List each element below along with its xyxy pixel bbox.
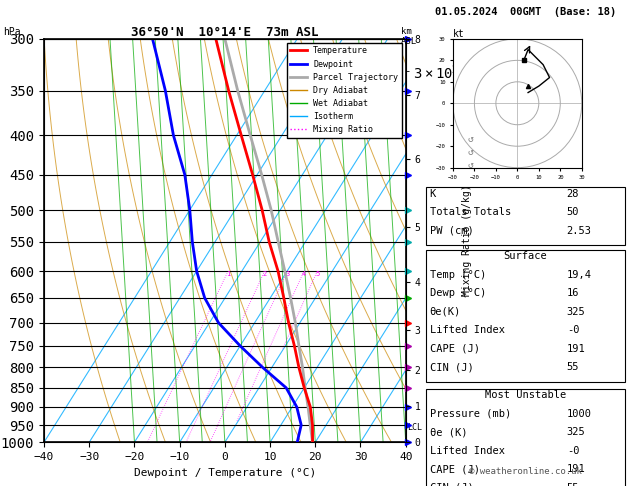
Text: ↺: ↺ [467,134,473,144]
Text: Surface: Surface [503,251,547,261]
Text: θe(K): θe(K) [430,307,461,317]
Text: km
ASL: km ASL [401,27,418,46]
Text: 2.53: 2.53 [567,226,592,236]
Text: 55: 55 [567,483,579,486]
Text: 325: 325 [567,427,586,437]
Text: K: K [430,189,436,199]
Text: CAPE (J): CAPE (J) [430,464,480,474]
Text: Lifted Index: Lifted Index [430,446,504,456]
Text: 1000: 1000 [567,409,592,419]
Text: 325: 325 [567,307,586,317]
Text: 2: 2 [262,271,267,277]
Text: Temp (°C): Temp (°C) [430,270,486,280]
Text: 19,4: 19,4 [567,270,592,280]
Text: Pressure (mb): Pressure (mb) [430,409,511,419]
Bar [426,250,625,382]
Text: PW (cm): PW (cm) [430,226,474,236]
Y-axis label: Mixing Ratio (g/kg): Mixing Ratio (g/kg) [462,185,472,296]
Text: LCL: LCL [407,423,422,433]
Text: θe (K): θe (K) [430,427,467,437]
Text: -0: -0 [567,446,579,456]
Legend: Temperature, Dewpoint, Parcel Trajectory, Dry Adiabat, Wet Adiabat, Isotherm, Mi: Temperature, Dewpoint, Parcel Trajectory… [287,43,401,138]
Text: Dewp (°C): Dewp (°C) [430,288,486,298]
Text: Most Unstable: Most Unstable [484,390,566,400]
Text: 191: 191 [567,464,586,474]
Text: CAPE (J): CAPE (J) [430,344,480,354]
Text: 1: 1 [226,271,230,277]
Text: ↺: ↺ [467,147,473,157]
Text: 50: 50 [567,207,579,217]
Text: Totals Totals: Totals Totals [430,207,511,217]
Bar [426,389,625,486]
Text: -0: -0 [567,325,579,335]
Text: 55: 55 [567,362,579,372]
Text: CIN (J): CIN (J) [430,362,474,372]
Text: kt: kt [453,29,465,39]
X-axis label: Dewpoint / Temperature (°C): Dewpoint / Temperature (°C) [134,468,316,478]
Title: 36°50'N  10°14'E  73m ASL: 36°50'N 10°14'E 73m ASL [131,26,319,39]
Text: ↺: ↺ [467,160,473,170]
Text: 191: 191 [567,344,586,354]
Text: 28: 28 [567,189,579,199]
Text: 01.05.2024  00GMT  (Base: 18): 01.05.2024 00GMT (Base: 18) [435,7,616,17]
Text: 16: 16 [567,288,579,298]
Text: © weatheronline.co.uk: © weatheronline.co.uk [469,467,582,476]
Text: CIN (J): CIN (J) [430,483,474,486]
Text: 3: 3 [285,271,289,277]
Bar [426,187,625,245]
Text: hPa: hPa [3,27,21,37]
Text: 5: 5 [315,271,320,277]
Text: 4: 4 [302,271,306,277]
Text: Lifted Index: Lifted Index [430,325,504,335]
